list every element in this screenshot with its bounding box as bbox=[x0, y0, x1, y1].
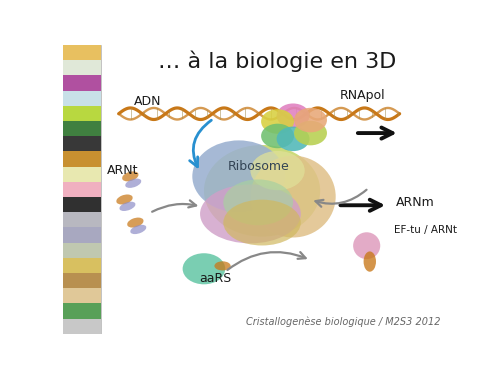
Text: ARNt: ARNt bbox=[107, 164, 138, 177]
Bar bbox=[62, 152, 101, 166]
Bar bbox=[62, 227, 101, 243]
Ellipse shape bbox=[364, 251, 376, 272]
Text: Ribosome: Ribosome bbox=[228, 160, 289, 173]
Ellipse shape bbox=[130, 225, 146, 234]
Ellipse shape bbox=[250, 151, 304, 190]
Bar bbox=[62, 182, 101, 197]
Ellipse shape bbox=[116, 195, 132, 204]
Text: ARNm: ARNm bbox=[396, 196, 434, 209]
Ellipse shape bbox=[224, 200, 301, 246]
Bar bbox=[62, 212, 101, 227]
Bar bbox=[62, 258, 101, 273]
Text: … à la biologie en 3D: … à la biologie en 3D bbox=[158, 50, 397, 72]
Text: aaRS: aaRS bbox=[200, 272, 232, 285]
Ellipse shape bbox=[182, 253, 225, 284]
Text: ADN: ADN bbox=[134, 95, 162, 108]
Text: EF-tu / ARNt: EF-tu / ARNt bbox=[394, 225, 457, 235]
Ellipse shape bbox=[250, 156, 336, 237]
Ellipse shape bbox=[261, 109, 294, 134]
Ellipse shape bbox=[294, 121, 327, 146]
Bar bbox=[62, 197, 101, 212]
Ellipse shape bbox=[276, 104, 310, 128]
Bar bbox=[62, 121, 101, 136]
Ellipse shape bbox=[224, 180, 293, 225]
Bar bbox=[62, 136, 101, 152]
Ellipse shape bbox=[276, 127, 310, 151]
Ellipse shape bbox=[120, 202, 136, 211]
Ellipse shape bbox=[192, 140, 286, 212]
Bar bbox=[62, 303, 101, 318]
Bar bbox=[62, 243, 101, 258]
Bar bbox=[62, 166, 101, 182]
Ellipse shape bbox=[127, 217, 144, 228]
Ellipse shape bbox=[122, 171, 138, 182]
Bar bbox=[62, 60, 101, 75]
Bar bbox=[62, 288, 101, 303]
Ellipse shape bbox=[261, 124, 294, 148]
Ellipse shape bbox=[214, 261, 230, 270]
Ellipse shape bbox=[125, 178, 142, 188]
Bar bbox=[62, 91, 101, 106]
Bar bbox=[62, 273, 101, 288]
Ellipse shape bbox=[204, 145, 320, 237]
Bar bbox=[62, 75, 101, 91]
Text: Cristallogenèse biologique / M2S3 2012: Cristallogenèse biologique / M2S3 2012 bbox=[246, 317, 440, 327]
Text: RNApol: RNApol bbox=[340, 89, 385, 102]
Bar bbox=[62, 318, 101, 334]
Bar bbox=[62, 45, 101, 60]
Ellipse shape bbox=[353, 232, 380, 259]
Bar bbox=[62, 106, 101, 121]
Ellipse shape bbox=[294, 108, 327, 132]
Ellipse shape bbox=[200, 184, 301, 243]
